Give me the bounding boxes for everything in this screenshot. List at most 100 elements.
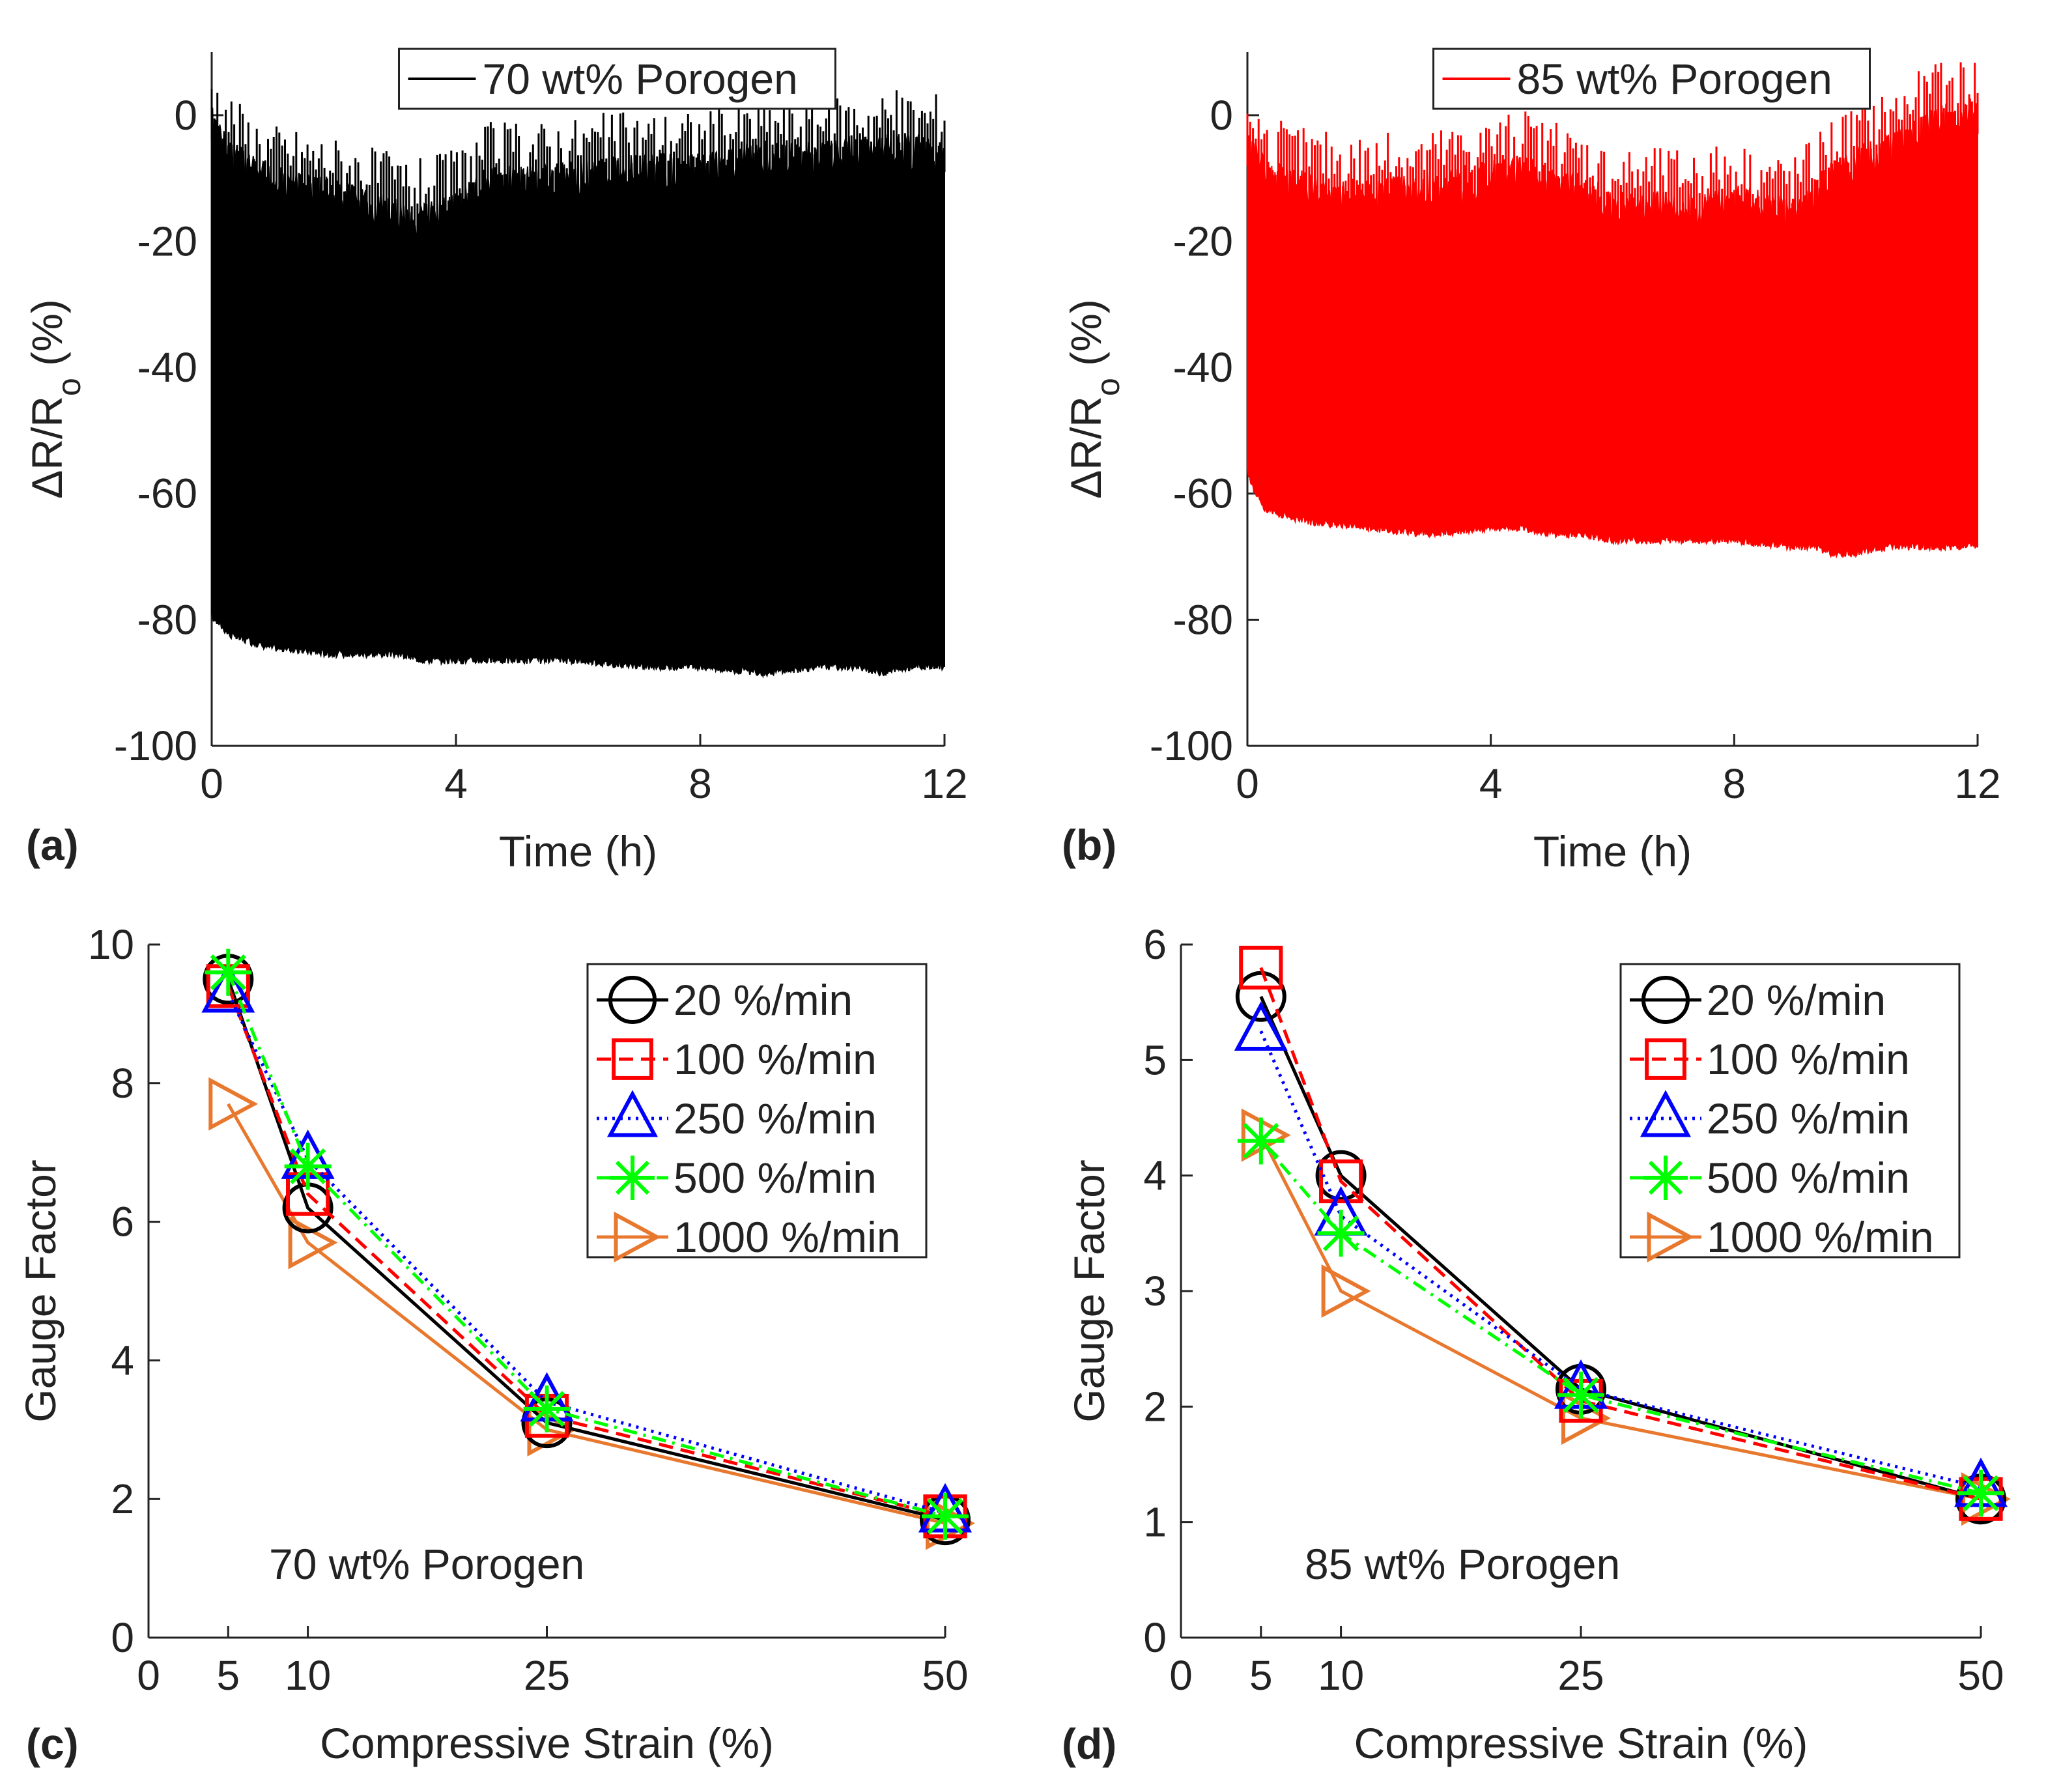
data-point	[1957, 1470, 2004, 1517]
x-tick-label: 0	[200, 760, 223, 807]
data-point	[1237, 1117, 1285, 1165]
y-tick-label: -100	[1150, 722, 1233, 769]
y-tick-label: -80	[137, 596, 198, 643]
x-tick-label: 8	[689, 760, 712, 807]
y-axis-label: Gauge Factor	[1065, 1159, 1113, 1423]
x-tick-label: 0	[137, 1652, 160, 1699]
data-point	[1315, 1150, 1367, 1201]
x-axis-label: Compressive Strain (%)	[1354, 1719, 1808, 1767]
y-tick-label: -40	[1173, 344, 1234, 391]
x-tick-label: 5	[217, 1652, 240, 1699]
y-tick-label: -40	[137, 344, 198, 391]
legend-entry: 250 %/min	[674, 1094, 877, 1143]
legend-swatch-marker	[614, 1211, 661, 1263]
legend-swatch-marker	[1640, 1090, 1692, 1137]
legend-swatch-marker	[1643, 1156, 1688, 1200]
y-tick-label: -80	[1173, 596, 1234, 643]
data-point	[1321, 1264, 1371, 1318]
y-tick-label: 2	[111, 1475, 134, 1522]
data-point	[1317, 1210, 1365, 1257]
x-tick-label: 0	[1169, 1652, 1193, 1699]
legend-entry: 500 %/min	[674, 1154, 877, 1202]
y-tick-label: 1	[1143, 1499, 1167, 1546]
legend-entry: 100 %/min	[1707, 1035, 1910, 1083]
y-tick-label: 5	[1143, 1036, 1167, 1083]
series-line	[226, 985, 946, 1518]
legend-entry: 85 wt% Porogen	[1517, 55, 1832, 103]
series-500min-panel-2	[205, 948, 969, 1540]
x-tick-label: 4	[444, 760, 468, 807]
panel-label: (b)	[1062, 821, 1116, 869]
y-tick-label: 6	[1143, 921, 1167, 968]
panel-label: (a)	[26, 821, 79, 869]
legend-swatch-marker	[606, 1090, 659, 1137]
legend-entry: 100 %/min	[674, 1035, 877, 1083]
y-tick-label: 8	[111, 1060, 134, 1107]
data-point	[1557, 1371, 1604, 1419]
legend-entry: 1000 %/min	[1707, 1213, 1934, 1261]
data-point	[1235, 971, 1286, 1022]
data-point	[1319, 1159, 1363, 1204]
legend-box	[1619, 963, 1961, 1259]
y-tick-label: 0	[174, 92, 197, 139]
y-tick-label: -20	[1173, 218, 1234, 264]
data-point	[201, 963, 255, 1013]
legend-entry: 500 %/min	[1707, 1154, 1910, 1202]
series-line	[1259, 1139, 1982, 1495]
legend-swatch-marker	[612, 1038, 653, 1080]
x-tick-label: 25	[524, 1652, 570, 1699]
y-tick-label: 2	[1143, 1383, 1167, 1430]
legend-3: 20 %/min 100 %/min 250 %/min 500 %/min 1000 …	[1619, 963, 1961, 1263]
x-tick-label: 25	[1557, 1652, 1604, 1699]
panel-label: (c)	[26, 1720, 79, 1768]
data-point	[1239, 945, 1283, 990]
x-tick-label: 10	[285, 1652, 331, 1699]
x-axis-label: Compressive Strain (%)	[320, 1719, 774, 1767]
x-tick-label: 4	[1479, 760, 1503, 807]
x-axis-label: Time (h)	[1533, 827, 1692, 875]
legend-swatch-marker	[610, 1156, 655, 1200]
legend-swatch-marker	[1647, 1211, 1694, 1263]
y-tick-label: -60	[1173, 470, 1234, 517]
y-axis-label: ΔR/Ro (%)	[1062, 299, 1126, 499]
y-tick-label: -60	[137, 470, 198, 517]
series-line	[1259, 967, 1982, 1501]
legend-0: 70 wt% Porogen	[398, 48, 836, 110]
data-point	[205, 948, 252, 996]
y-axis-label: ΔR/Ro (%)	[23, 299, 87, 499]
data-point	[922, 1492, 969, 1540]
y-tick-label: 3	[1143, 1268, 1167, 1315]
x-tick-label: 12	[1954, 760, 2000, 807]
series-20min-panel-3	[1235, 971, 2006, 1525]
y-tick-label: 4	[1143, 1152, 1167, 1199]
y-tick-label: -100	[114, 722, 197, 769]
legend-1: 85 wt% Porogen	[1432, 48, 1871, 110]
x-tick-label: 5	[1249, 1652, 1273, 1699]
x-tick-label: 12	[921, 760, 967, 807]
legend-entry: 20 %/min	[674, 976, 853, 1024]
series-line	[226, 971, 946, 1518]
y-tick-label: 0	[1210, 92, 1233, 139]
y-axis-label: Gauge Factor	[16, 1159, 64, 1423]
panel-3-axes: 0 5 10 25 50 0 1 2 3 4 5 6 Compressive Strain (%) Gau…	[1062, 921, 2004, 1768]
legend-entry: 20 %/min	[1707, 976, 1886, 1024]
data-point	[284, 1143, 332, 1190]
legend-2: 20 %/min 100 %/min 250 %/min 500 %/min 1000 …	[586, 963, 928, 1263]
legend-entry: 1000 %/min	[674, 1213, 901, 1261]
legend-entry: 250 %/min	[1707, 1094, 1910, 1143]
series-line	[1259, 1134, 1982, 1501]
legend-swatch-marker	[1641, 976, 1690, 1024]
panel-0-axes: 0 4 8 12 0 -20 -40 -60 -80 -100 Time (h) ΔR/Ro (%) (…	[23, 52, 968, 875]
y-tick-label: 4	[111, 1337, 134, 1384]
signal-spikes-1	[1246, 62, 1979, 235]
porogen-annotation: 70 wt% Porogen	[269, 1540, 584, 1588]
legend-box	[586, 963, 928, 1259]
series-line	[227, 1103, 946, 1525]
data-point	[1234, 1001, 1288, 1051]
y-tick-label: 0	[111, 1614, 134, 1661]
x-tick-label: 50	[1957, 1652, 2004, 1699]
panel-2-axes: 0 5 10 25 50 0 2 4 6 8 10 Compressive Strain (%) Gau…	[16, 921, 969, 1768]
y-tick-label: -20	[137, 218, 198, 264]
panel-1-axes: 0 4 8 12 0 -20 -40 -60 -80 -100 Time (h) ΔR/Ro (%) (…	[1062, 52, 2001, 875]
y-tick-label: 0	[1143, 1614, 1167, 1661]
